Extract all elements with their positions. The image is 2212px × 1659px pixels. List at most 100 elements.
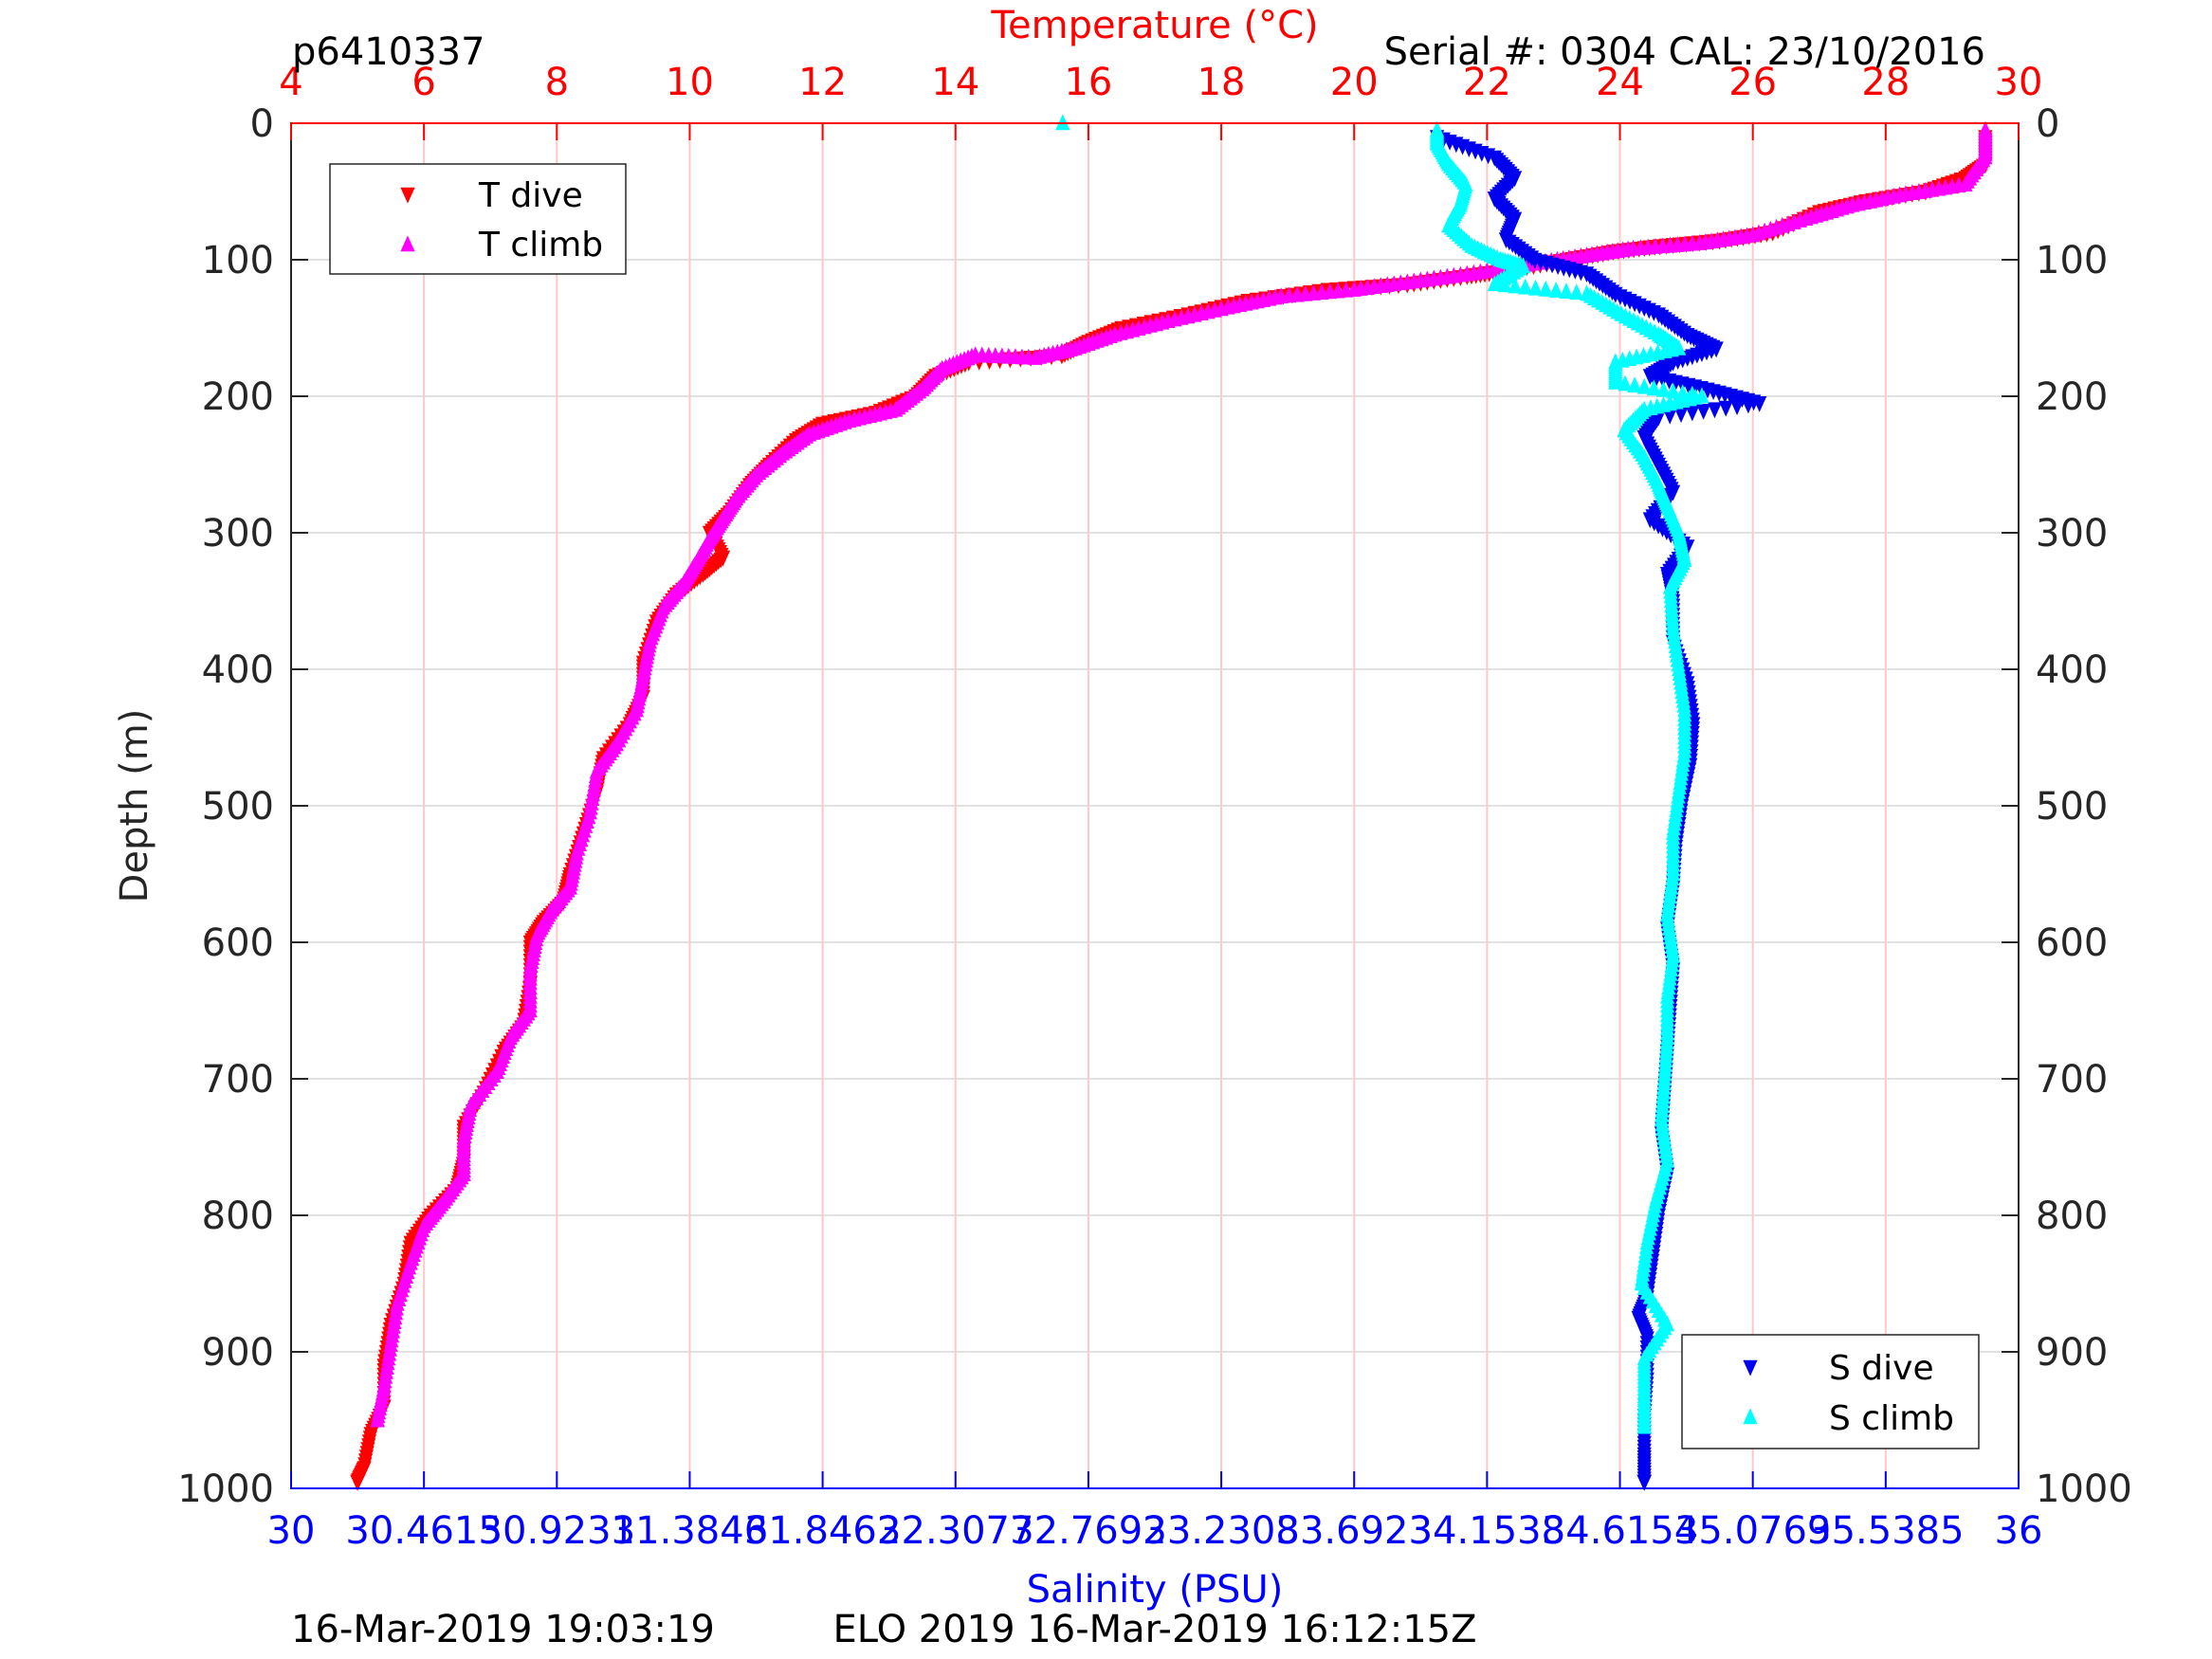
depth-tick-label-right: 600 (2036, 921, 2108, 965)
salinity-tick-label: 33.2308 (1143, 1509, 1299, 1553)
temperature-tick-label: 6 (411, 61, 435, 104)
temperature-tick-label: 20 (1330, 61, 1379, 104)
salinity-tick-label: 34.1538 (1409, 1509, 1565, 1553)
legend-s-climb-marker (1743, 1408, 1758, 1425)
temperature-tick-label: 10 (666, 61, 714, 104)
legend-t-climb-label: T climb (478, 226, 603, 264)
temperature-tick-label: 16 (1064, 61, 1112, 104)
salinity-tick-label: 33.6923 (1276, 1509, 1433, 1553)
temperature-tick-label: 14 (931, 61, 979, 104)
data-point (1646, 379, 1661, 396)
data-series (350, 114, 1993, 1491)
data-point (1559, 283, 1574, 299)
data-point (1636, 377, 1652, 394)
salinity-tick-label: 35.5385 (1807, 1509, 1964, 1553)
legend-t-dive-label: T dive (478, 176, 583, 215)
depth-tick-label-right: 900 (2036, 1331, 2108, 1375)
temperature-legend-markers (400, 187, 415, 252)
data-point (1718, 400, 1733, 417)
data-point (1518, 278, 1533, 295)
salinity-tick-label: 34.6154 (1542, 1509, 1698, 1553)
data-point (1636, 1417, 1652, 1434)
temperature-tick-label: 12 (798, 61, 847, 104)
data-point (1729, 399, 1745, 415)
salinity-tick-label: 30.4615 (345, 1509, 502, 1553)
salinity-legend-markers (1743, 1359, 1758, 1425)
temperature-tick-label: 4 (279, 61, 302, 104)
data-point (1627, 376, 1642, 392)
series-t-climb (370, 120, 1993, 1428)
data-point (1696, 404, 1711, 420)
depth-tick-label-right: 1000 (2036, 1468, 2132, 1511)
serial-calibration: Serial #: 0304 CAL: 23/10/2016 (1384, 30, 1985, 74)
data-point (370, 1411, 385, 1428)
salinity-legend-box (1681, 1334, 1980, 1449)
depth-tick-label-right: 400 (2036, 648, 2108, 692)
salinity-tick-label: 32.7692 (1010, 1509, 1166, 1553)
salinity-tick-label: 30 (267, 1509, 316, 1553)
depth-axis-title: Depth (m) (113, 709, 156, 903)
depth-tick-label-left: 800 (202, 1194, 274, 1238)
data-point (1569, 283, 1584, 301)
legend-s-dive-marker (1743, 1359, 1758, 1376)
depth-tick-label-left: 900 (202, 1331, 274, 1375)
temperature-tick-label: 26 (1728, 61, 1777, 104)
depth-tick-label-right: 800 (2036, 1194, 2108, 1238)
grid (291, 123, 2019, 1488)
legend-s-climb-label: S climb (1829, 1399, 1954, 1438)
data-point (350, 1474, 365, 1491)
salinity-tick-label: 31.3846 (612, 1509, 768, 1553)
depth-tick-label-right: 300 (2036, 512, 2108, 556)
legend-t-climb-marker (400, 235, 415, 252)
temperature-legend: T dive T climb (329, 163, 627, 275)
depth-tick-label-left: 500 (202, 785, 274, 829)
data-point (1752, 396, 1767, 412)
depth-tick-label-left: 100 (202, 239, 274, 283)
depth-tick-label-left: 1000 (177, 1468, 274, 1511)
footer-mission: ELO 2019 16-Mar-2019 16:12:15Z (832, 1608, 1476, 1651)
depth-tick-label-left: 400 (202, 648, 274, 692)
legend-t-dive-marker (400, 187, 415, 204)
data-point (1527, 279, 1544, 296)
depth-tick-label-left: 700 (202, 1058, 274, 1102)
temperature-tick-label: 22 (1463, 61, 1511, 104)
axes: 0 0 100 100 200 200 300 300 400 400 500 500 600 600 70… (177, 61, 2132, 1553)
temperature-legend-box (329, 163, 627, 275)
salinity-tick-label: 35.0769 (1674, 1509, 1831, 1553)
depth-tick-label-right: 700 (2036, 1058, 2108, 1102)
temperature-tick-label: 30 (1995, 61, 2043, 104)
data-point (1685, 405, 1700, 422)
data-point (1741, 397, 1756, 414)
data-point (1608, 374, 1623, 390)
salinity-tick-label: 36 (1995, 1509, 2043, 1553)
depth-tick-label-right: 100 (2036, 239, 2108, 283)
series-s-climb (1055, 114, 1709, 1434)
data-point (1538, 280, 1553, 297)
depth-tick-label-left: 600 (202, 921, 274, 965)
temperature-axis-title: Temperature (°C) (990, 4, 1318, 47)
data-point (1055, 114, 1070, 131)
temperature-tick-label: 18 (1197, 61, 1246, 104)
data-point (1548, 282, 1563, 298)
temperature-tick-label: 8 (545, 61, 569, 104)
data-point (1508, 277, 1523, 294)
depth-tick-label-left: 200 (202, 375, 274, 419)
depth-tick-label-right: 0 (2036, 102, 2059, 146)
salinity-tick-label: 31.8462 (744, 1509, 901, 1553)
profile-id: p6410337 (292, 30, 485, 74)
depth-tick-label-right: 200 (2036, 375, 2108, 419)
depth-tick-label-left: 300 (202, 512, 274, 556)
temperature-tick-label: 24 (1596, 61, 1644, 104)
data-point (1636, 1474, 1652, 1491)
data-point (1707, 402, 1723, 419)
footer-timestamp: 16-Mar-2019 19:03:19 (291, 1608, 715, 1651)
data-point (1618, 374, 1633, 392)
salinity-tick-label: 32.3077 (877, 1509, 1033, 1553)
temperature-tick-label: 28 (1861, 61, 1910, 104)
data-point (1655, 381, 1672, 397)
data-point (1662, 408, 1677, 425)
data-point (1497, 276, 1512, 293)
depth-tick-label-left: 0 (250, 102, 274, 146)
salinity-tick-label: 30.9231 (479, 1509, 635, 1553)
